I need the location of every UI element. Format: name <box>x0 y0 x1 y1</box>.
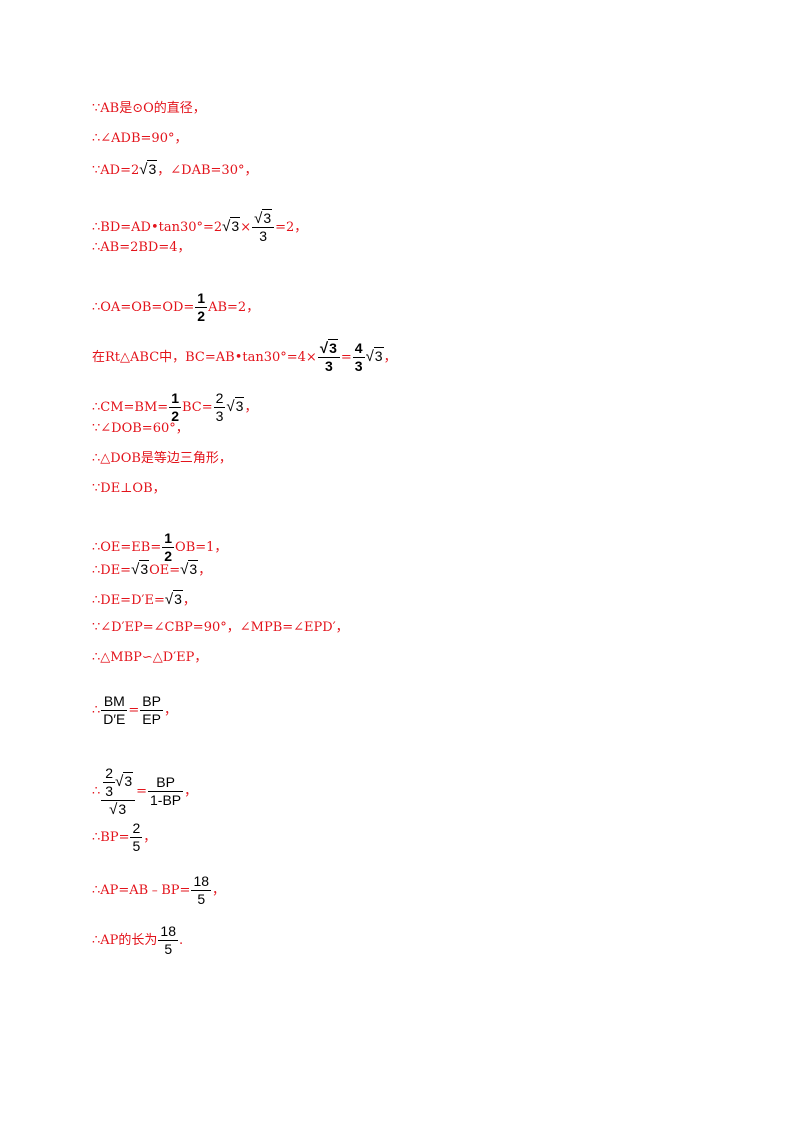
line-bp-value: ∴BP= 2 5， <box>92 820 156 855</box>
text: ， <box>182 593 196 608</box>
fraction-bp-over-ep: BP EP <box>140 693 163 727</box>
text: ，∠DAB=30°， <box>157 163 258 178</box>
text: ， <box>244 400 258 415</box>
fraction-compound: 2 3 √3 √3 <box>101 765 136 818</box>
line-de-value: ∴DE=√3OE=√3， <box>92 560 212 579</box>
text: ， <box>198 563 212 578</box>
sqrt-three: √3 <box>139 160 158 178</box>
text: = <box>136 784 148 799</box>
sqrt-three: √3 <box>222 217 241 235</box>
line-ratio: ∴ BM D′E = BP EP， <box>92 693 177 728</box>
line-angles-equal: ∵∠D′EP=∠CBP=90°，∠MPB=∠EPD′， <box>92 620 349 636</box>
sqrt-three: √3 <box>365 347 384 365</box>
line-angle-dob: ∵∠DOB=60°， <box>92 421 189 437</box>
text: ∵AB是⊙O的直径， <box>92 101 206 116</box>
line-ab-diameter: ∵AB是⊙O的直径， <box>92 101 206 117</box>
text: ∴BD=AD•tan30°=2 <box>92 220 223 235</box>
text: AB=2， <box>208 300 260 315</box>
sqrt-three: √3 <box>226 397 245 415</box>
text: BC= <box>181 400 213 415</box>
text: ， <box>184 784 198 799</box>
text: OE= <box>149 563 181 578</box>
fraction-eighteen-fifths: 18 5 <box>158 923 178 957</box>
text: ∴∠ADB=90°， <box>92 131 188 146</box>
fraction-eighteen-fifths: 18 5 <box>191 873 212 907</box>
line-ad-value: ∵AD=2√3，∠DAB=30°， <box>92 160 258 179</box>
text: ∴OE=EB= <box>92 540 162 555</box>
text: ∵∠DOB=60°， <box>92 421 189 436</box>
text: ， <box>163 703 177 718</box>
text: ∴AP=AB﹣BP= <box>92 883 191 898</box>
text: = <box>340 350 352 365</box>
line-ap-length: ∴AP的长为 18 5. <box>92 923 183 958</box>
text: ， <box>143 830 157 845</box>
line-de-dprime-e: ∴DE=D′E=√3， <box>92 590 196 609</box>
line-bd-value: ∴BD=AD•tan30°=2√3× √3 3 =2， <box>92 209 308 245</box>
text: ∴CM=BM= <box>92 400 169 415</box>
text: = <box>128 703 140 718</box>
text: ∴AB=2BD=4， <box>92 240 191 255</box>
text: OB=1， <box>175 540 228 555</box>
sqrt-three: √3 <box>131 560 150 578</box>
line-similar-triangles: ∴△MBP∽△D′EP， <box>92 650 207 666</box>
line-ratio-substituted: ∴ 2 3 √3 √3 = BP 1-BP， <box>92 765 197 818</box>
fraction-bp-over-1-minus-bp: BP 1-BP <box>148 774 184 808</box>
text: ∴AP的长为 <box>92 933 158 948</box>
line-de-perp-ob: ∵DE⊥OB， <box>92 481 166 497</box>
text: ∴ <box>92 703 101 718</box>
text: ∴DE=D′E= <box>92 593 165 608</box>
text: ∴DE= <box>92 563 132 578</box>
fraction-sqrt3-over-3: √3 3 <box>317 339 340 375</box>
text: ∴OA=OB=OD= <box>92 300 195 315</box>
sqrt-three: √3 <box>180 560 199 578</box>
line-bc-value: 在Rt△ABC中，BC=AB•tan30°=4× √3 3 = 4 3 √3， <box>92 339 397 375</box>
text: ， <box>212 883 226 898</box>
line-equilateral: ∴△DOB是等边三角形， <box>92 451 232 467</box>
line-ap-value: ∴AP=AB﹣BP= 18 5， <box>92 873 225 908</box>
text: ， <box>383 350 397 365</box>
line-oa-ob-od: ∴OA=OB=OD= 1 2 AB=2， <box>92 290 259 325</box>
fraction-bm-over-de: BM D′E <box>101 693 128 727</box>
text: ∵AD=2 <box>92 163 140 178</box>
sqrt-three: √3 <box>164 590 183 608</box>
text: ∴ <box>92 784 101 799</box>
text: ∵DE⊥OB， <box>92 481 166 496</box>
text: ∵∠D′EP=∠CBP=90°，∠MPB=∠EPD′， <box>92 620 349 635</box>
text: ∴△MBP∽△D′EP， <box>92 650 208 665</box>
text: ∴△DOB是等边三角形， <box>92 451 232 466</box>
line-angle-adb: ∴∠ADB=90°， <box>92 131 187 147</box>
text: 在Rt△ABC中，BC=AB•tan30°=4× <box>92 350 317 365</box>
line-oe-eb: ∴OE=EB= 1 2 OB=1， <box>92 530 227 565</box>
text: × <box>240 220 252 235</box>
fraction-sqrt3-over-3: √3 3 <box>252 209 275 245</box>
text: . <box>179 933 184 948</box>
line-cm-bm: ∴CM=BM= 1 2 BC= 2 3 √3， <box>92 390 257 425</box>
text: ∴BP= <box>92 830 130 845</box>
text: =2， <box>275 220 308 235</box>
line-ab-value: ∴AB=2BD=4， <box>92 240 191 256</box>
